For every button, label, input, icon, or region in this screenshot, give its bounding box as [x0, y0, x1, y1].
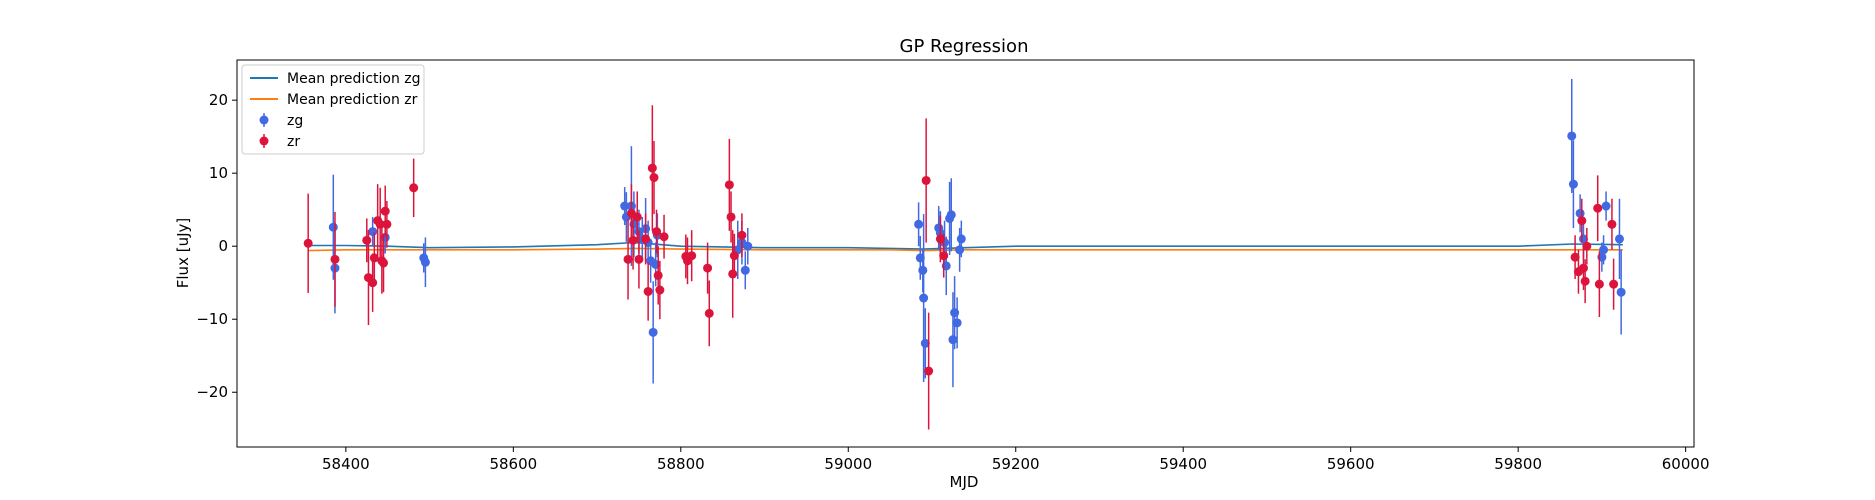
y-tick-label: 10 — [209, 164, 228, 182]
zr-data-point — [1609, 279, 1619, 289]
zr-data-point — [382, 219, 392, 229]
zr-data-point — [921, 175, 931, 185]
legend-box — [241, 64, 425, 155]
zg-data-point — [328, 222, 338, 232]
x-axis-label: MJD — [950, 473, 979, 491]
zr-data-point — [634, 254, 644, 264]
zr-data-point — [623, 254, 633, 264]
zr-data-point — [924, 366, 934, 376]
x-tick-label: 58600 — [489, 455, 537, 473]
zg-data-point — [919, 293, 929, 303]
zg-data-point — [1567, 131, 1577, 141]
zr-data-point — [303, 238, 313, 248]
x-axis: 58400 58600 58800 59000 59200 59400 59600 59800… — [322, 447, 1709, 473]
zg-data-point — [1599, 245, 1609, 255]
zr-data-point — [703, 263, 713, 273]
zr-data-point — [726, 212, 736, 222]
x-tick-label: 59600 — [1327, 455, 1375, 473]
zr-data-point — [1580, 276, 1590, 286]
zg-data-point — [743, 241, 753, 251]
zg-data-point — [948, 335, 958, 345]
x-tick-label: 59400 — [1159, 455, 1207, 473]
x-tick-label: 59800 — [1494, 455, 1542, 473]
y-tick-label: 0 — [218, 237, 228, 255]
zr-data-point — [1577, 216, 1587, 226]
zg-data-point — [952, 318, 962, 328]
zr-data-point — [687, 251, 697, 261]
x-tick-label: 60000 — [1662, 455, 1710, 473]
zr-data-point — [655, 285, 665, 295]
zr-data-point — [1607, 219, 1617, 229]
zr-data-point — [647, 163, 657, 173]
legend-swatch-zr-point — [259, 136, 269, 146]
zr-data-point — [1570, 252, 1580, 262]
zr-data-point — [628, 235, 638, 245]
plot-frame — [236, 59, 1695, 448]
legend: Mean prediction zg Mean prediction zr zg… — [241, 64, 425, 155]
x-tick-label: 59000 — [824, 455, 872, 473]
zr-data-point — [368, 278, 378, 288]
zr-data-point — [728, 269, 738, 279]
zr-data-point — [704, 308, 714, 318]
zr-data-point — [653, 270, 663, 280]
zg-data-point — [648, 327, 658, 337]
y-axis-label: Flux [uJy] — [174, 218, 192, 288]
plot-area — [303, 78, 1626, 430]
zr-data-point — [375, 219, 385, 229]
zr-data-point — [649, 173, 659, 183]
zr-data-point — [935, 234, 945, 244]
zr-data-point — [380, 206, 390, 216]
zr-data-point — [737, 230, 747, 240]
zr-data-point — [641, 234, 651, 244]
zr-data-point — [659, 232, 669, 242]
mean-prediction-line-zr — [308, 247, 1623, 252]
zg-data-point — [918, 265, 928, 275]
legend-label-zg-points: zg — [287, 113, 303, 129]
y-axis: −20 −10 0 10 20 — [196, 91, 237, 401]
legend-label-zg-line: Mean prediction zg — [287, 71, 421, 87]
legend-swatch-zg-point — [259, 115, 269, 125]
zr-data-point — [1582, 241, 1592, 251]
zr-data-point — [379, 258, 389, 268]
y-tick-label: −10 — [196, 310, 228, 328]
zr-data-point — [362, 235, 372, 245]
zr-data-point — [409, 183, 419, 193]
zr-data-point — [1593, 203, 1603, 213]
zg-data-point — [1601, 201, 1611, 211]
zr-data-point — [632, 212, 642, 222]
y-tick-label: 20 — [209, 91, 228, 109]
x-tick-label: 58800 — [657, 455, 705, 473]
mean-prediction-line-zg — [308, 241, 1623, 250]
x-tick-label: 58400 — [322, 455, 370, 473]
zr-data-point — [724, 180, 734, 190]
zr-data-point — [330, 254, 340, 264]
y-tick-label: −20 — [196, 383, 228, 401]
chart-title: GP Regression — [900, 36, 1029, 57]
zg-data-point — [1568, 179, 1578, 189]
zg-data-point — [740, 265, 750, 275]
zg-data-point — [420, 257, 430, 267]
zr-data-point — [643, 286, 653, 296]
zr-data-point — [1594, 279, 1604, 289]
zg-data-point — [955, 245, 965, 255]
x-tick-label: 59200 — [992, 455, 1040, 473]
zr-data-point — [369, 253, 379, 263]
zr-data-point — [729, 251, 739, 261]
legend-label-zr-line: Mean prediction zr — [287, 92, 418, 108]
legend-label-zr-points: zr — [287, 134, 300, 150]
zg-data-point — [920, 338, 930, 348]
zg-data-point — [914, 219, 924, 229]
zg-data-point — [1614, 234, 1624, 244]
zg-data-point — [1616, 287, 1626, 297]
zr-data-point — [652, 227, 662, 237]
zr-data-point — [1578, 263, 1588, 273]
zg-data-point — [368, 227, 378, 237]
zg-data-point — [946, 210, 956, 220]
zg-data-point — [956, 234, 966, 244]
zr-data-point — [939, 251, 949, 261]
